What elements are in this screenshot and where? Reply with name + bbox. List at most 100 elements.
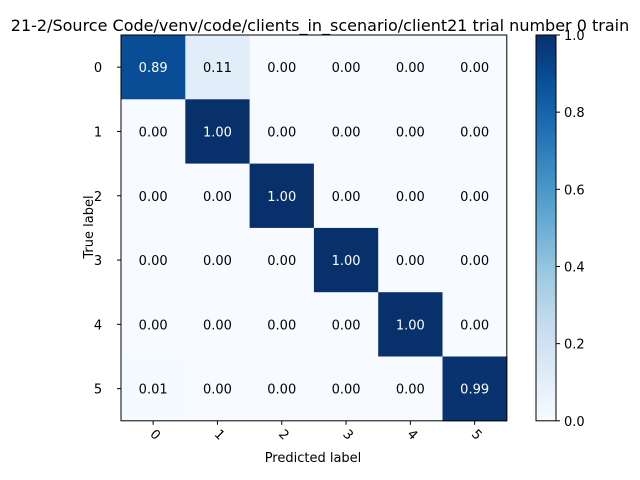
cell-value-label: 0.00 <box>396 125 425 140</box>
cell-value-label: 0.00 <box>332 383 361 398</box>
heatmap-cell <box>442 163 508 229</box>
cell-value-label: 0.00 <box>203 254 232 269</box>
colorbar-tick-label: 0.6 <box>564 183 585 198</box>
colorbar-tick-label: 0.4 <box>564 260 585 275</box>
heatmap-cell <box>442 227 508 293</box>
cell-value-label: 0.00 <box>396 254 425 269</box>
cell-value-label: 0.00 <box>203 318 232 333</box>
y-tick-label: 0 <box>94 61 102 76</box>
y-tick-label: 3 <box>94 254 102 269</box>
heatmap-cell <box>378 356 443 422</box>
cell-value-label: 1.00 <box>267 190 296 205</box>
x-tick-label: 0 <box>147 427 163 443</box>
cell-value-label: 0.00 <box>460 254 489 269</box>
heatmap-cell <box>185 292 251 357</box>
plot-frame <box>120 34 508 422</box>
cell-value-label: 0.00 <box>267 254 296 269</box>
heatmap-cell <box>313 163 379 229</box>
heatmap-cell <box>313 292 379 357</box>
x-axis-ticks: 0 1 2 3 4 5 <box>147 420 485 443</box>
cell-value-label: 0.01 <box>139 383 168 398</box>
heatmap-cell <box>185 227 251 293</box>
heatmap-cell <box>249 35 315 100</box>
cell-value-label: 0.00 <box>267 61 296 76</box>
colorbar-tick-label: 0.8 <box>564 106 585 121</box>
heatmap-cell <box>185 356 251 422</box>
cell-value-label: 0.89 <box>139 61 168 76</box>
heatmap-cell <box>121 356 186 422</box>
cell-value-label: 0.00 <box>332 61 361 76</box>
colorbar-tick-label: 1.0 <box>564 29 585 44</box>
cell-value-label: 0.00 <box>203 383 232 398</box>
x-tick-label: 1 <box>211 427 227 443</box>
cell-value-label: 0.00 <box>332 125 361 140</box>
heatmap-cell <box>185 35 251 100</box>
x-tick-label: 2 <box>275 427 291 443</box>
heatmap-cell <box>121 163 186 229</box>
cell-value-label: 0.00 <box>267 125 296 140</box>
y-axis-label: True label <box>82 195 97 259</box>
cell-value-label: 0.00 <box>267 318 296 333</box>
cell-value-label: 0.00 <box>203 190 232 205</box>
x-tick-label: 3 <box>339 427 355 443</box>
chart-title: 21-2/Source Code/venv/code/clients_in_sc… <box>11 16 629 36</box>
heatmap-cell <box>249 292 315 357</box>
heatmap-cell <box>121 99 186 165</box>
heatmap-cell <box>249 99 315 165</box>
heatmap-cell <box>185 163 251 229</box>
cell-value-label: 0.00 <box>460 318 489 333</box>
cell-value-label: 1.00 <box>332 254 361 269</box>
colorbar-tick-label: 0.0 <box>564 415 585 430</box>
cell-value-label: 0.11 <box>203 61 232 76</box>
cell-value-label: 0.00 <box>139 318 168 333</box>
heatmap-cell <box>185 99 251 165</box>
y-tick-label: 2 <box>94 190 102 205</box>
cell-value-label: 0.00 <box>396 190 425 205</box>
cell-value-label: 0.00 <box>139 254 168 269</box>
y-tick-label: 1 <box>94 125 102 140</box>
colorbar-gradient <box>535 34 557 422</box>
heatmap-cell <box>378 35 443 100</box>
heatmap-cell <box>121 292 186 357</box>
heatmap-cell <box>442 356 508 422</box>
heatmap-cells: 0.89 0.11 0.00 0.00 0.00 0.00 0.00 1.00 0.00 0.00… <box>120 34 508 422</box>
heatmap-cell <box>313 35 379 100</box>
x-tick-label: 5 <box>468 427 484 443</box>
y-tick-label: 4 <box>94 318 102 333</box>
cell-value-label: 0.00 <box>332 318 361 333</box>
cell-value-label: 1.00 <box>396 318 425 333</box>
heatmap-cell <box>378 99 443 165</box>
heatmap-cell <box>313 356 379 422</box>
heatmap-cell <box>442 99 508 165</box>
heatmap-cell <box>378 292 443 357</box>
heatmap-cell <box>378 227 443 293</box>
heatmap-cell <box>249 227 315 293</box>
cell-value-label: 0.00 <box>139 125 168 140</box>
cell-value-label: 0.00 <box>396 61 425 76</box>
cell-value-label: 0.00 <box>139 190 168 205</box>
x-tick-label: 4 <box>404 427 420 443</box>
heatmap-cell <box>313 227 379 293</box>
heatmap-cell <box>442 292 508 357</box>
heatmap-cell <box>121 227 186 293</box>
cell-value-label: 0.00 <box>460 190 489 205</box>
y-tick-label: 5 <box>94 383 102 398</box>
heatmap-cell <box>313 99 379 165</box>
heatmap-cell <box>378 163 443 229</box>
cell-value-label: 0.99 <box>460 383 489 398</box>
heatmap-cell <box>249 356 315 422</box>
cell-value-label: 0.00 <box>396 383 425 398</box>
y-axis-ticks: 0 1 2 3 4 5 <box>94 61 121 398</box>
cell-value-label: 0.00 <box>460 125 489 140</box>
heatmap-cell <box>249 163 315 229</box>
colorbar-tick-label: 0.2 <box>564 338 585 353</box>
cell-value-label: 0.00 <box>460 61 489 76</box>
heatmap-cell <box>121 35 186 100</box>
x-axis-label: Predicted label <box>265 451 362 466</box>
colorbar: 0.0 0.2 0.4 0.6 0.8 1.0 <box>535 29 585 430</box>
heatmap-cell <box>442 35 508 100</box>
cell-value-label: 0.00 <box>332 190 361 205</box>
cell-value-label: 1.00 <box>203 125 232 140</box>
